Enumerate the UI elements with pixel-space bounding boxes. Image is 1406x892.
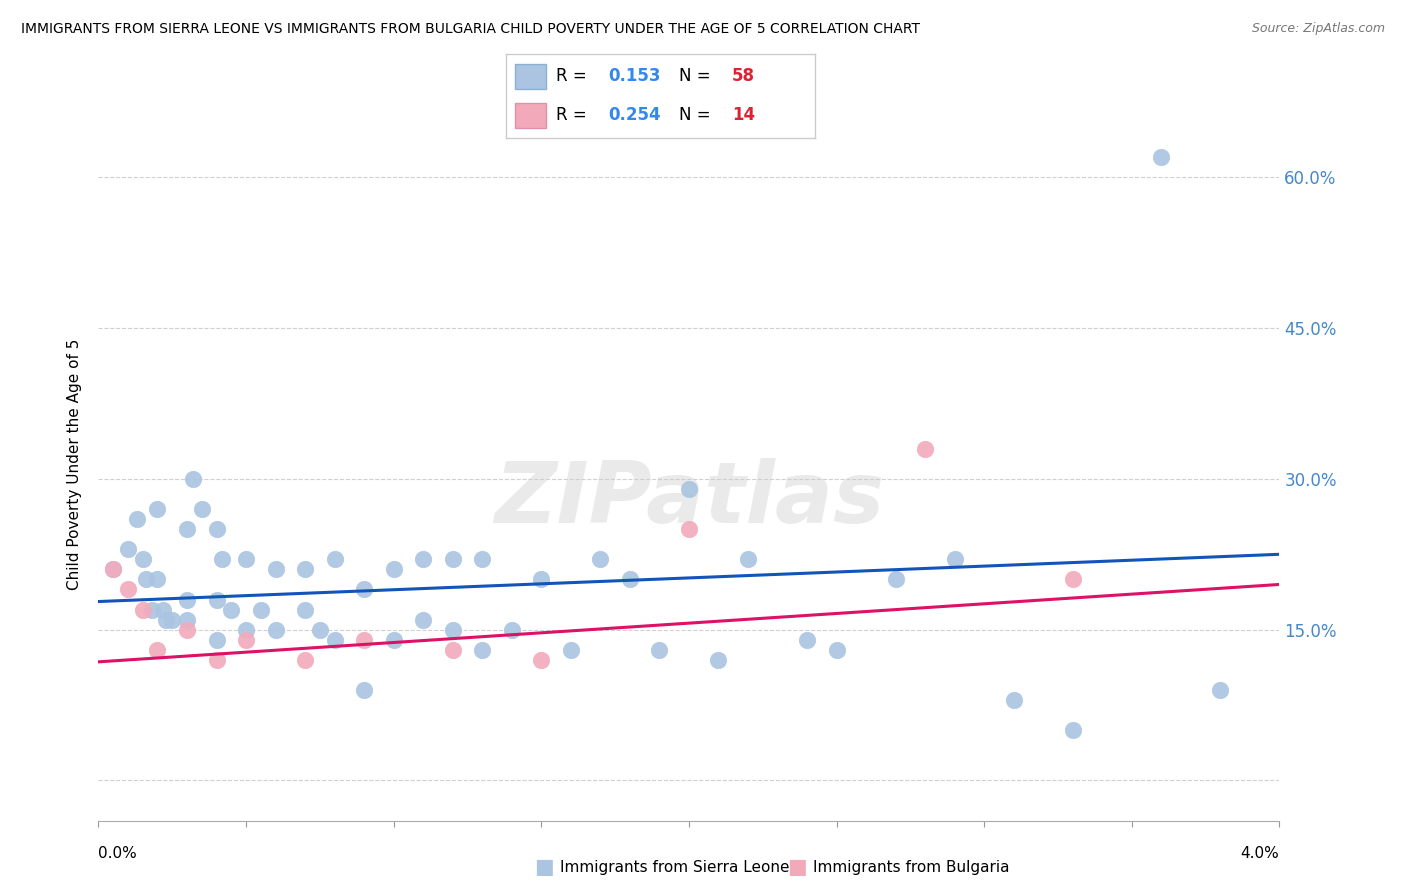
Point [176,623,198,637]
Point [103,562,125,576]
Text: R =: R = [555,68,586,86]
Point [155,613,177,627]
Point [294,562,316,576]
Point [191,502,214,516]
Point [530,653,553,667]
Point [146,573,169,587]
Point [471,642,494,657]
Text: 14: 14 [733,106,755,124]
FancyBboxPatch shape [516,63,547,89]
Point [205,592,228,607]
Text: 0.153: 0.153 [609,68,661,86]
Text: N =: N = [679,106,711,124]
Point [132,602,155,616]
Point [1062,573,1084,587]
Point [619,573,641,587]
Point [678,522,700,536]
Text: ■: ■ [787,857,807,877]
Point [1002,693,1025,707]
Text: 4.0%: 4.0% [1240,846,1279,861]
FancyBboxPatch shape [516,103,547,128]
Point [501,623,523,637]
Point [125,512,148,526]
Point [1062,723,1084,738]
Point [141,602,163,616]
Point [825,642,848,657]
Text: Immigrants from Sierra Leone: Immigrants from Sierra Leone [560,860,789,874]
Point [737,552,759,566]
Point [162,613,183,627]
Point [176,613,198,627]
Point [648,642,671,657]
Point [678,482,700,496]
Point [796,632,818,647]
Point [1150,150,1173,164]
Text: 58: 58 [733,68,755,86]
Point [135,573,157,587]
Point [146,642,169,657]
Point [530,573,553,587]
Point [441,642,464,657]
Text: ■: ■ [534,857,554,877]
Point [250,602,273,616]
Point [235,552,257,566]
Point [382,632,405,647]
Point [560,642,582,657]
Point [412,613,434,627]
Point [211,552,233,566]
Text: ZIPatlas: ZIPatlas [494,458,884,541]
Point [589,552,612,566]
Point [323,552,346,566]
Point [152,602,174,616]
Text: R =: R = [555,106,586,124]
Point [235,623,257,637]
Text: 0.0%: 0.0% [98,846,138,861]
Point [308,623,332,637]
Point [176,592,198,607]
Point [441,552,464,566]
Point [471,552,494,566]
Point [382,562,405,576]
Point [441,623,464,637]
Point [353,683,375,698]
Point [264,623,287,637]
Text: IMMIGRANTS FROM SIERRA LEONE VS IMMIGRANTS FROM BULGARIA CHILD POVERTY UNDER THE: IMMIGRANTS FROM SIERRA LEONE VS IMMIGRAN… [21,22,920,37]
Point [884,573,907,587]
Point [412,552,434,566]
Point [205,653,228,667]
Point [943,552,966,566]
Point [353,582,375,597]
Point [117,542,139,557]
Text: Immigrants from Bulgaria: Immigrants from Bulgaria [813,860,1010,874]
Point [323,632,346,647]
Text: N =: N = [679,68,711,86]
Point [914,442,936,456]
Point [294,602,316,616]
Point [132,552,155,566]
Point [707,653,730,667]
Point [235,632,257,647]
Point [219,602,242,616]
Point [353,632,375,647]
Point [294,653,316,667]
Point [205,632,228,647]
Point [117,582,139,597]
Point [205,522,228,536]
Point [181,472,204,486]
Point [146,502,169,516]
Text: 0.254: 0.254 [609,106,661,124]
Point [1209,683,1232,698]
Y-axis label: Child Poverty Under the Age of 5: Child Poverty Under the Age of 5 [67,338,83,590]
Text: Source: ZipAtlas.com: Source: ZipAtlas.com [1251,22,1385,36]
Point [103,562,125,576]
Point [176,522,198,536]
Point [264,562,287,576]
